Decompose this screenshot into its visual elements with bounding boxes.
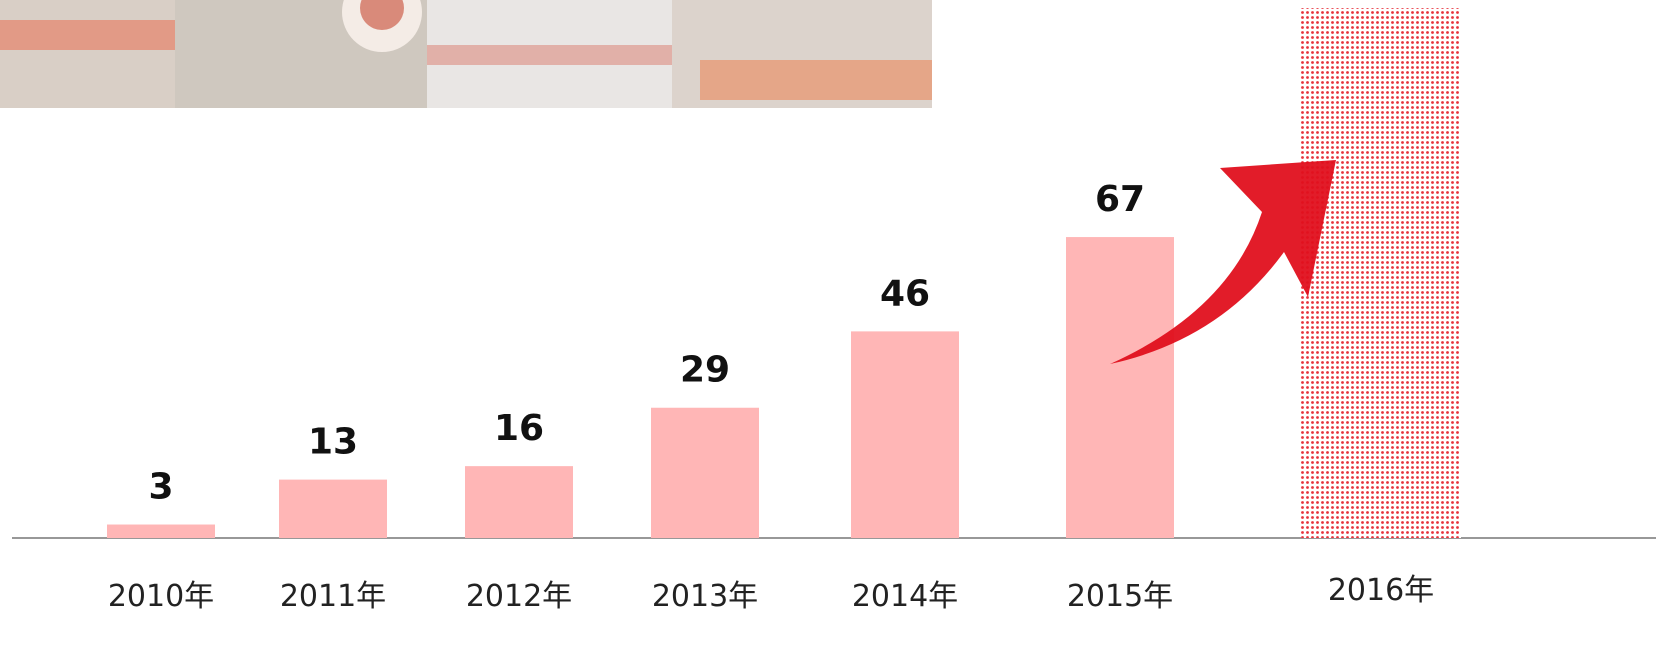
bar [651,408,759,538]
bar [1301,8,1461,538]
value-label: 3 [148,467,173,508]
x-tick-label: 2010年 [108,579,214,614]
bar [279,480,387,538]
value-label: 46 [880,273,930,314]
bar [851,331,959,538]
chart: 2010年 2011年 2012年 2013年 2014年 2015年 2016年 3 13 16… [0,0,1656,646]
value-label: 16 [494,408,544,449]
value-label: 29 [680,350,730,391]
x-tick-label: 2012年 [466,579,572,614]
x-tick-label: 2016年 [1328,573,1434,608]
x-tick-label: 2015年 [1067,579,1173,614]
x-tick-label: 2013年 [652,579,758,614]
value-label: 13 [308,422,358,463]
bar [465,466,573,538]
value-label: 67 [1095,179,1145,220]
x-tick-label: 2014年 [852,579,958,614]
bar [1066,237,1174,538]
x-tick-label: 2011年 [280,579,386,614]
bar [107,525,215,538]
store-photos [0,0,932,108]
